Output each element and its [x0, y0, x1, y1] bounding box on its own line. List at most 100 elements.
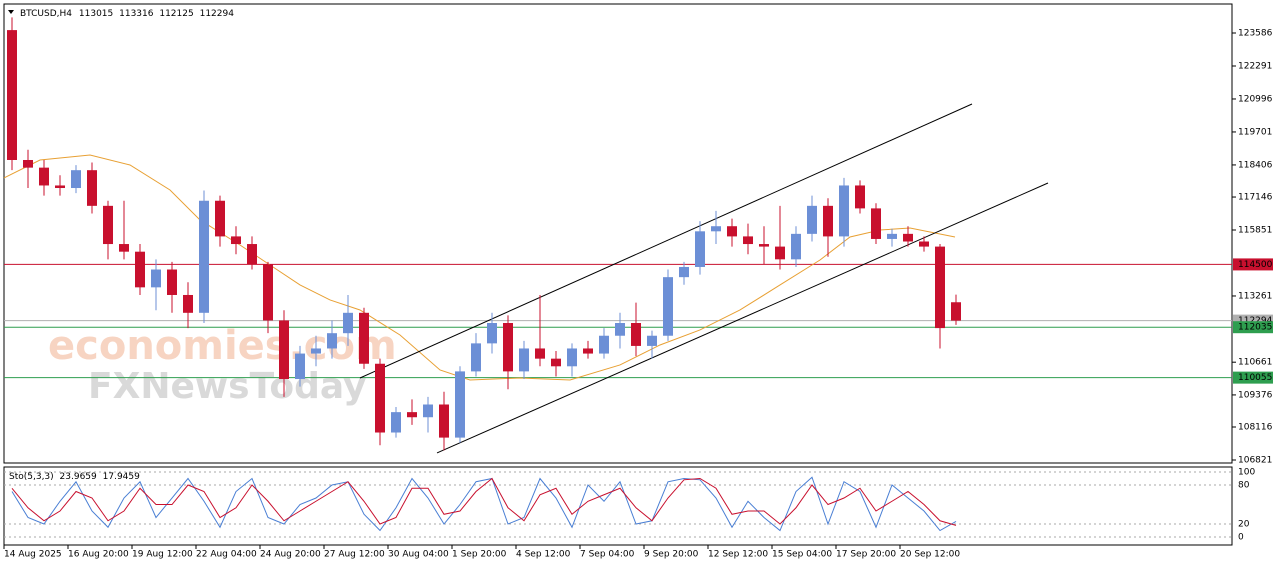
candle-body — [807, 205, 817, 234]
candle-body — [487, 322, 497, 344]
candle-body — [631, 322, 641, 346]
header: BTCUSD,H4 113015 113316 112125 112294 — [20, 9, 234, 19]
candle-body — [119, 244, 129, 252]
stoch-tick-label: 80 — [1238, 481, 1250, 491]
candle-body — [103, 205, 113, 245]
candle-body — [535, 348, 545, 359]
candle-body — [471, 343, 481, 372]
candle-body — [199, 200, 209, 313]
candle-body — [551, 358, 561, 367]
candle-body — [407, 412, 417, 418]
x-tick-label: 15 Sep 04:00 — [772, 550, 832, 560]
y-tick-label: 110661 — [1238, 358, 1272, 368]
price-label: 112294 — [1238, 316, 1273, 326]
candle-body — [327, 333, 337, 349]
candle-body — [55, 185, 65, 189]
candle-body — [647, 335, 657, 346]
x-tick-label: 17 Sep 20:00 — [836, 550, 896, 560]
x-tick-label: 16 Aug 20:00 — [68, 550, 129, 560]
candle-body — [279, 320, 289, 380]
y-tick-label: 119701 — [1238, 127, 1272, 137]
candle-body — [679, 266, 689, 278]
candle-body — [71, 170, 81, 189]
candle-body — [695, 231, 705, 267]
candle-body — [231, 236, 241, 245]
x-tick-label: 7 Sep 04:00 — [580, 550, 635, 560]
candle-body — [247, 244, 257, 265]
close: 112294 — [200, 9, 235, 19]
stoch-k-value: 23.9659 — [60, 472, 97, 482]
y-tick-label: 122291 — [1238, 61, 1272, 71]
x-tick-label: 12 Sep 12:00 — [708, 550, 768, 560]
x-tick-label: 14 Aug 2025 — [4, 550, 62, 560]
candle-body — [727, 226, 737, 237]
candle-body — [375, 363, 385, 433]
y-tick-label: 123586 — [1238, 29, 1273, 39]
y-tick-label: 106821 — [1238, 455, 1272, 465]
candle-body — [23, 159, 33, 168]
candle-body — [615, 322, 625, 336]
main-frame — [3, 3, 1233, 464]
x-tick-label: 30 Aug 04:00 — [388, 550, 449, 560]
candle-body — [87, 170, 97, 206]
level-label: 114500 — [1238, 260, 1273, 270]
candle-body — [951, 302, 961, 321]
symbol: BTCUSD,H4 — [20, 9, 72, 19]
y-tick-label: 118406 — [1238, 160, 1273, 170]
y-tick-label: 113261 — [1238, 291, 1272, 301]
y-tick-label: 109376 — [1238, 390, 1273, 400]
x-tick-label: 4 Sep 12:00 — [516, 550, 571, 560]
plot: 123586 122291 120996 119701 118406 117146 1158… — [3, 17, 1273, 560]
stoch-label: Sto(5,3,3) — [9, 472, 54, 482]
trendline — [436, 182, 1049, 454]
stoch-frame — [3, 466, 1233, 546]
candle-body — [439, 404, 449, 438]
candle-body — [215, 200, 225, 237]
x-tick-label: 24 Aug 20:00 — [260, 550, 321, 560]
menu-arrow[interactable] — [8, 10, 14, 14]
open: 113015 — [79, 9, 113, 19]
candle-body — [919, 241, 929, 247]
watermark: FXNewsToday — [88, 366, 367, 407]
candle-body — [343, 312, 353, 334]
candle-body — [743, 236, 753, 245]
candle-body — [823, 205, 833, 237]
candle-body — [311, 348, 321, 354]
candle-body — [663, 277, 673, 336]
x-tick-label: 9 Sep 20:00 — [644, 550, 699, 560]
candle-body — [135, 251, 145, 288]
candle-body — [183, 294, 193, 313]
candle-body — [839, 185, 849, 237]
stoch-k — [11, 476, 957, 532]
candle-body — [775, 246, 785, 260]
candle-body — [903, 233, 913, 242]
candle-body — [711, 226, 721, 232]
x-tick-label: 20 Sep 12:00 — [900, 550, 960, 560]
trendline — [359, 103, 973, 379]
candle-body — [455, 371, 465, 438]
candle-body — [39, 167, 49, 186]
level-label: 110055 — [1238, 373, 1272, 383]
y-tick-label: 108116 — [1238, 423, 1273, 433]
low: 112125 — [159, 9, 193, 19]
x-tick-label: 22 Aug 04:00 — [196, 550, 257, 560]
candle-body — [359, 312, 369, 364]
high: 113316 — [119, 9, 154, 19]
candle-body — [295, 353, 305, 380]
candle-body — [151, 269, 161, 288]
level-label-bg — [1233, 371, 1273, 384]
candle-body — [887, 233, 897, 239]
candle-body — [567, 348, 577, 367]
y-tick-label: 120996 — [1238, 94, 1273, 104]
stoch-d-value: 17.9459 — [103, 472, 140, 482]
candle-body — [599, 335, 609, 354]
candle-body — [519, 348, 529, 372]
x-tick-label: 27 Aug 12:00 — [324, 550, 385, 560]
candle-body — [167, 269, 177, 295]
x-tick-label: 1 Sep 20:00 — [452, 550, 507, 560]
stoch-d — [11, 477, 957, 526]
stoch-tick-label: 20 — [1238, 520, 1250, 530]
candle-body — [583, 348, 593, 354]
level-label-bg — [1233, 258, 1273, 271]
